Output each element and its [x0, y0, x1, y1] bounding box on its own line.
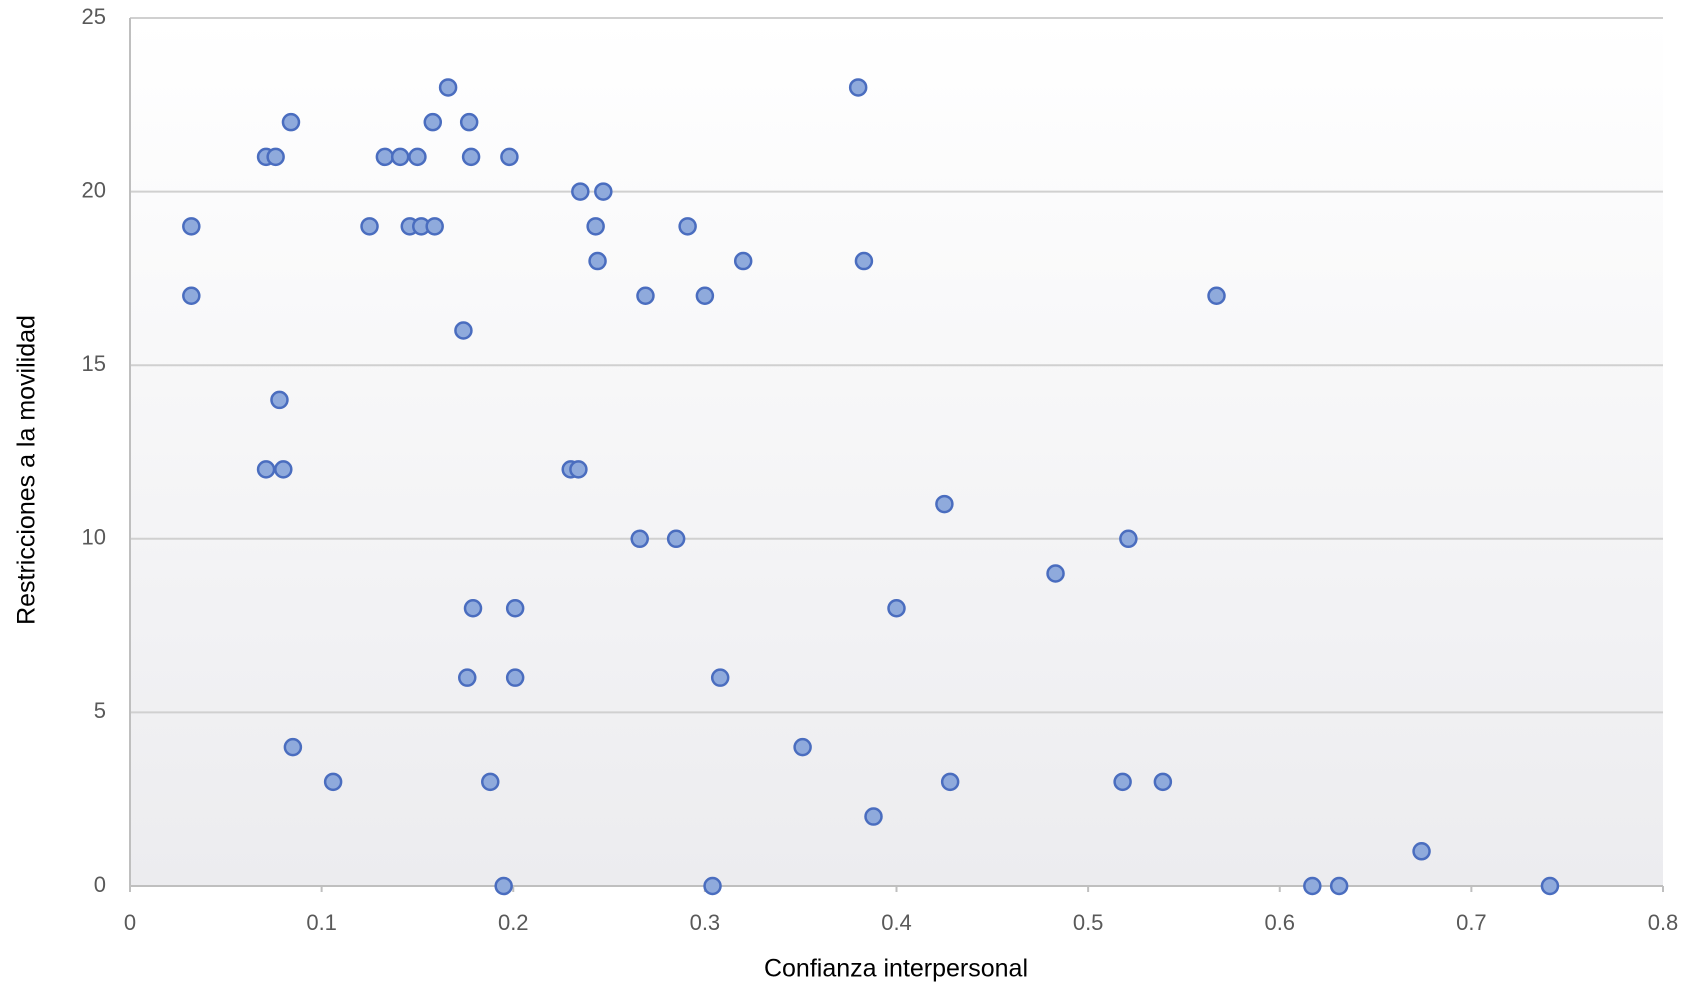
point	[887, 598, 906, 618]
point	[494, 876, 513, 896]
point	[390, 147, 410, 167]
point	[256, 460, 276, 479]
point	[854, 251, 874, 271]
y-tick-label: 20	[82, 177, 106, 202]
point	[283, 737, 303, 757]
point	[360, 217, 379, 236]
x-tick-label: 0.2	[498, 910, 529, 935]
point	[408, 147, 427, 167]
point	[1303, 876, 1322, 896]
y-tick-label: 15	[82, 351, 106, 376]
y-tick-label: 5	[94, 698, 106, 723]
x-tick-label: 0.8	[1648, 910, 1679, 935]
point	[323, 772, 343, 792]
point	[594, 182, 613, 201]
point	[481, 772, 500, 792]
point	[710, 668, 730, 687]
point	[588, 251, 607, 271]
y-tick-label: 10	[82, 525, 106, 550]
y-tick-label: 0	[94, 872, 106, 897]
point	[666, 529, 686, 549]
x-tick-label: 0.3	[690, 910, 721, 935]
point	[1119, 529, 1138, 549]
point	[1046, 564, 1065, 583]
point	[281, 112, 301, 132]
point	[182, 217, 201, 236]
point	[678, 217, 697, 236]
point	[1153, 772, 1173, 792]
x-tick-label: 0.7	[1456, 910, 1487, 935]
point	[500, 147, 519, 167]
point	[571, 182, 590, 201]
point	[636, 286, 655, 306]
x-tick-label: 0	[124, 910, 136, 935]
point	[1540, 876, 1560, 896]
point	[459, 112, 479, 132]
point	[423, 112, 443, 132]
x-tick-label: 0.4	[881, 910, 912, 935]
point	[270, 390, 289, 410]
point	[793, 737, 812, 757]
y-tick-label: 25	[82, 4, 106, 29]
point	[463, 598, 483, 618]
point	[940, 772, 960, 792]
point	[1329, 876, 1349, 896]
y-axis-title: Restricciones a la movilidad	[13, 315, 41, 625]
x-tick-label: 0.6	[1264, 910, 1295, 935]
x-tick-label: 0.5	[1073, 910, 1104, 935]
point	[375, 147, 395, 167]
point	[425, 217, 444, 236]
point	[695, 286, 715, 306]
point	[1207, 286, 1226, 306]
point	[1113, 772, 1132, 792]
point	[703, 876, 722, 896]
point	[935, 494, 954, 514]
point	[864, 807, 883, 826]
point	[1412, 842, 1431, 861]
point	[505, 668, 525, 687]
point	[266, 147, 285, 167]
plot-area	[130, 18, 1663, 886]
point	[733, 251, 753, 271]
point	[182, 286, 201, 306]
x-tick-label: 0.1	[306, 910, 337, 935]
point	[586, 217, 605, 236]
point	[461, 147, 481, 167]
point	[505, 598, 525, 618]
x-axis-title: Confianza interpersonal	[764, 955, 1028, 983]
point	[630, 529, 649, 549]
point	[454, 321, 473, 340]
point	[438, 78, 458, 97]
point	[569, 460, 588, 479]
point	[458, 668, 477, 687]
point	[274, 460, 293, 479]
point	[848, 78, 868, 97]
